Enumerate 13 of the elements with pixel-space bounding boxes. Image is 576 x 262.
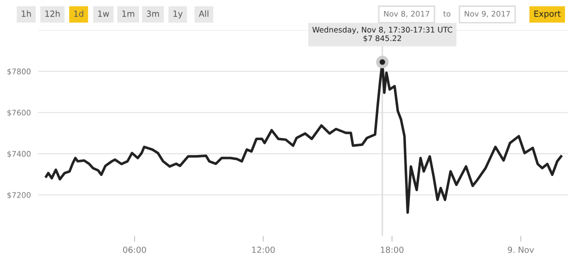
x-tick-label: 12:00	[252, 246, 275, 253]
x-tick-label: 06:00	[123, 246, 146, 253]
text: Export	[534, 10, 561, 18]
text: 12h	[45, 10, 60, 17]
x-tick-label: 18:00	[380, 246, 404, 253]
text: 3m	[146, 10, 159, 17]
text: 1w	[98, 10, 110, 17]
text: 1d	[74, 10, 84, 17]
text: 1m	[122, 10, 134, 17]
text: 1y	[173, 10, 183, 18]
text: All	[198, 10, 208, 17]
x-tick-label: 9. Nov	[508, 246, 534, 253]
text: 1h	[22, 10, 31, 17]
